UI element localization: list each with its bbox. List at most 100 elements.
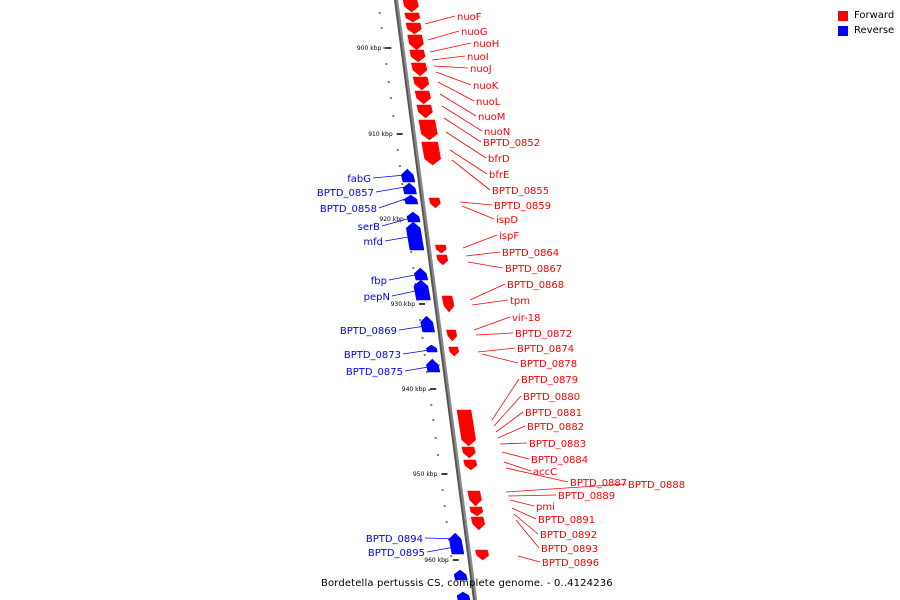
forward-label-leader [441,105,483,132]
reverse-label-leader [381,215,419,227]
reverse-label-leader [426,545,461,553]
forward-gene-label: BPTD_0882 [527,422,584,433]
forward-label-leader [477,347,516,353]
reverse-gene-label: fbp [371,276,387,287]
tick-label: 920 kbp [379,216,404,223]
forward-gene-label: BPTD_0881 [525,408,582,419]
forward-label-leader [509,499,535,507]
forward-gene-label: BPTD_0874 [517,344,574,355]
forward-gene-label: BPTD_0891 [538,515,595,526]
forward-gene-arrow [409,49,426,63]
forward-label-leader [505,483,627,493]
forward-gene-label: BPTD_0859 [494,201,551,212]
forward-gene-label: BPTD_0893 [541,544,598,555]
forward-label-leader [467,261,504,269]
forward-gene-arrow [421,141,441,166]
forward-label-leader [501,451,530,460]
forward-gene-label: accC [533,467,557,478]
forward-label-leader [515,519,540,549]
forward-label-leader [435,71,472,86]
forward-gene-arrow [446,329,458,342]
legend-label-reverse: Reverse [854,25,895,36]
forward-gene-arrow [410,62,428,77]
forward-label-leader [437,81,475,102]
forward-label-leader [431,55,466,61]
reverse-gene-label: BPTD_0875 [346,367,403,378]
forward-label-leader [507,494,557,497]
forward-gene-label: BPTD_0889 [558,491,615,502]
reverse-swatch [838,25,848,36]
forward-gene-label: nuoM [478,112,505,123]
forward-gene-label: BPTD_0879 [521,375,578,386]
tick-label: 940 kbp [402,386,427,393]
reverse-label-leader [384,235,415,242]
reverse-gene-label: BPTD_0894 [366,534,423,545]
forward-gene-label: BPTD_0888 [628,480,685,491]
legend-item-forward: Forward [838,8,894,23]
reverse-gene-arrow [420,315,436,333]
reverse-gene-arrow [425,358,441,373]
forward-gene-arrow [470,516,486,531]
reverse-gene-label: pepN [364,292,390,303]
legend-item-reverse: Reverse [838,23,894,38]
forward-gene-arrow [441,295,455,313]
forward-gene-label: BPTD_0887 [570,478,627,489]
reverse-gene-label: BPTD_0895 [368,548,425,559]
reverse-gene-arrow [426,344,438,353]
reverse-label-leader [378,197,409,209]
forward-label-leader [461,205,495,220]
reverse-label-leader [388,273,421,281]
forward-label-leader [439,93,477,117]
forward-gene-label: tpm [510,296,530,307]
forward-gene-arrow [418,119,438,141]
reverse-gene-label: serB [358,222,380,233]
reverse-gene-label: BPTD_0873 [344,350,401,361]
forward-label-leader [511,507,537,520]
forward-label-leader [517,555,541,563]
reverse-gene-arrow [402,182,417,195]
tick-label: 950 kbp [413,471,438,478]
reverse-label-leader [424,537,461,540]
legend-label-forward: Forward [854,10,895,21]
forward-gene-label: BPTD_0896 [542,558,599,569]
reverse-gene-arrow [405,221,425,251]
reverse-gene-arrow [414,267,429,281]
forward-label-leader [429,42,472,53]
forward-gene-label: BPTD_0878 [520,359,577,370]
forward-gene-arrow [414,90,431,105]
reverse-gene-label: mfd [363,237,383,248]
forward-label-leader [443,117,482,143]
forward-label-leader [451,159,491,191]
forward-gene-arrow [475,549,490,561]
forward-gene-label: ispD [496,215,518,226]
reverse-label-leader [404,364,441,372]
forward-gene-arrow [428,197,441,209]
genome-caption: Bordetella pertussis CS, complete genome… [321,578,613,589]
forward-gene-label: BPTD_0880 [523,392,580,403]
forward-gene-label: bfrD [488,154,510,165]
forward-gene-label: BPTD_0855 [492,186,549,197]
forward-gene-label: vir-18 [512,313,541,324]
reverse-label-leader [402,348,437,355]
reverse-label-leader [372,174,406,179]
forward-gene-label: nuoH [473,39,499,50]
forward-gene-label: BPTD_0852 [483,138,540,149]
forward-gene-arrow [461,446,476,459]
forward-label-leader [495,411,524,433]
forward-gene-label: nuoF [457,12,482,23]
forward-gene-label: BPTD_0868 [507,280,564,291]
forward-label-leader [491,378,520,421]
reverse-gene-arrow [448,532,465,555]
legend: Forward Reverse [838,8,894,38]
forward-gene-arrow [405,22,422,35]
forward-label-leader [427,30,460,41]
forward-label-leader [513,513,539,535]
forward-gene-arrow [463,459,478,471]
forward-label-leader [433,65,469,69]
forward-gene-label: nuoN [484,127,510,138]
reverse-gene-arrow [456,591,471,600]
forward-swatch [838,10,848,21]
forward-label-leader [505,467,569,483]
reverse-gene-arrow [404,194,419,205]
